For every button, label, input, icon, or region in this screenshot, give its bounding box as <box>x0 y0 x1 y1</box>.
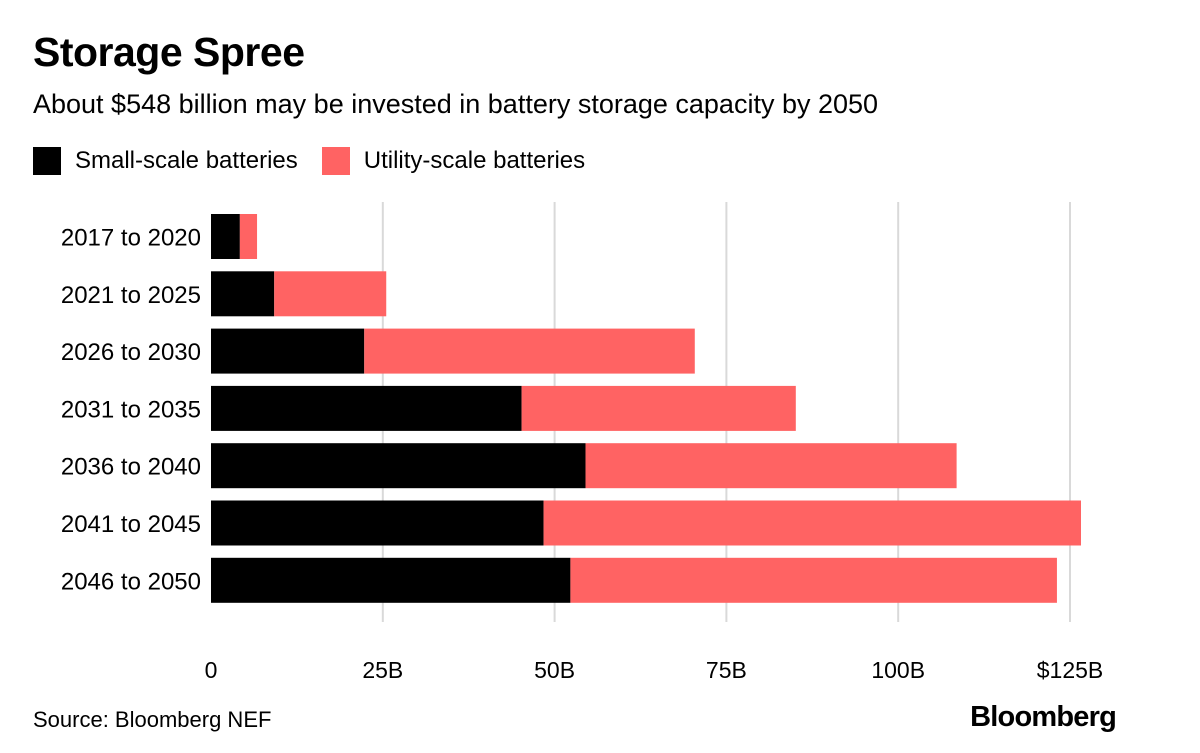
bar-utility-scale-6 <box>570 557 1057 603</box>
bar-small-scale-2 <box>211 328 365 374</box>
legend-item-small-scale: Small-scale batteries <box>33 147 298 175</box>
bar-small-scale-1 <box>211 271 275 317</box>
source-note: Source: Bloomberg NEF <box>33 707 272 732</box>
x-tick-label-3: 75B <box>706 657 747 683</box>
bar-small-scale-6 <box>211 557 571 603</box>
bar-small-scale-5 <box>211 500 544 546</box>
x-tick-label-1: 25B <box>362 657 403 683</box>
x-tick-labels: 0 25B 50B 75B 100B $125B <box>205 657 1104 683</box>
bar-small-scale-0 <box>211 214 240 259</box>
bar-small-scale-3 <box>211 385 522 431</box>
bar-utility-scale-2 <box>364 328 695 374</box>
category-label-3: 2031 to 2035 <box>61 396 201 423</box>
bloomberg-logo: Bloomberg <box>970 701 1117 733</box>
legend-swatch-small-scale <box>33 147 61 175</box>
category-label-4: 2036 to 2040 <box>61 454 201 481</box>
bar-utility-scale-5 <box>543 500 1081 546</box>
chart-title: Storage Spree <box>33 29 305 75</box>
category-label-5: 2041 to 2045 <box>61 511 201 538</box>
x-tick-label-5: $125B <box>1037 657 1104 683</box>
bar-utility-scale-1 <box>274 271 387 317</box>
legend: Small-scale batteries Utility-scale batt… <box>33 145 609 177</box>
legend-item-utility-scale: Utility-scale batteries <box>321 147 586 175</box>
x-tick-label-2: 50B <box>534 657 575 683</box>
x-tick-label-0: 0 <box>205 657 218 683</box>
category-label-0: 2017 to 2020 <box>61 225 201 252</box>
bars <box>211 214 1081 603</box>
x-tick-label-4: 100B <box>871 657 925 683</box>
chart-subtitle: About $548 billion may be invested in ba… <box>33 89 879 119</box>
category-label-6: 2046 to 2050 <box>61 568 201 595</box>
legend-label-utility-scale: Utility-scale batteries <box>363 147 586 174</box>
bar-utility-scale-3 <box>521 385 796 431</box>
bar-utility-scale-0 <box>239 214 258 259</box>
category-label-2: 2026 to 2030 <box>61 339 201 366</box>
legend-label-small-scale: Small-scale batteries <box>75 147 298 174</box>
legend-swatch-utility-scale <box>321 147 350 175</box>
bar-small-scale-4 <box>211 443 586 489</box>
category-label-1: 2021 to 2025 <box>61 282 201 309</box>
category-labels: 2017 to 2020 2021 to 2025 2026 to 2030 2031… <box>61 225 201 596</box>
bar-utility-scale-4 <box>585 443 957 489</box>
